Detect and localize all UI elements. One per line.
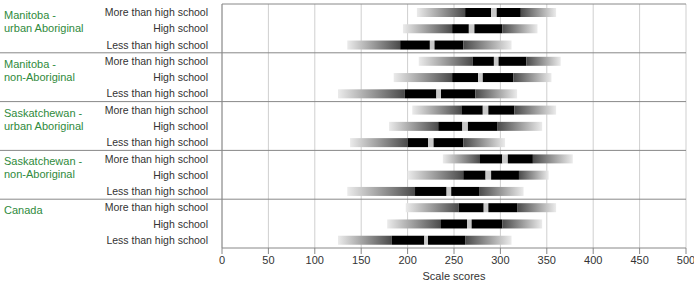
svg-text:0: 0 xyxy=(219,254,225,266)
svg-text:More than high school: More than high school xyxy=(105,6,208,18)
svg-text:High school: High school xyxy=(153,120,208,132)
svg-text:More than high school: More than high school xyxy=(105,104,208,116)
svg-text:450: 450 xyxy=(630,254,648,266)
svg-text:400: 400 xyxy=(584,254,602,266)
svg-text:Less than high school: Less than high school xyxy=(106,39,208,51)
svg-text:50: 50 xyxy=(262,254,274,266)
svg-text:More than high school: More than high school xyxy=(105,55,208,67)
svg-text:High school: High school xyxy=(153,22,208,34)
svg-text:Less than high school: Less than high school xyxy=(106,185,208,197)
svg-text:300: 300 xyxy=(491,254,509,266)
svg-text:Saskatchewan -non-Aboriginal: Saskatchewan -non-Aboriginal xyxy=(4,155,83,180)
svg-text:250: 250 xyxy=(445,254,463,266)
svg-text:Less than high school: Less than high school xyxy=(106,87,208,99)
svg-text:Less than high school: Less than high school xyxy=(106,136,208,148)
svg-text:Manitoba -urban Aboriginal: Manitoba -urban Aboriginal xyxy=(4,9,84,34)
svg-text:Saskatchewan -urban Aboriginal: Saskatchewan -urban Aboriginal xyxy=(4,107,84,132)
svg-text:150: 150 xyxy=(352,254,370,266)
svg-text:350: 350 xyxy=(538,254,556,266)
svg-text:High school: High school xyxy=(153,218,208,230)
svg-text:High school: High school xyxy=(153,169,208,181)
svg-text:Manitoba -non-Aboriginal: Manitoba -non-Aboriginal xyxy=(4,58,75,83)
svg-text:Canada: Canada xyxy=(4,204,43,216)
svg-text:More than high school: More than high school xyxy=(105,153,208,165)
svg-text:More than high school: More than high school xyxy=(105,201,208,213)
svg-text:500: 500 xyxy=(677,254,694,266)
svg-text:Scale scores: Scale scores xyxy=(423,270,486,282)
svg-text:200: 200 xyxy=(398,254,416,266)
svg-text:Less than high school: Less than high school xyxy=(106,234,208,246)
svg-text:100: 100 xyxy=(306,254,324,266)
svg-text:High school: High school xyxy=(153,71,208,83)
